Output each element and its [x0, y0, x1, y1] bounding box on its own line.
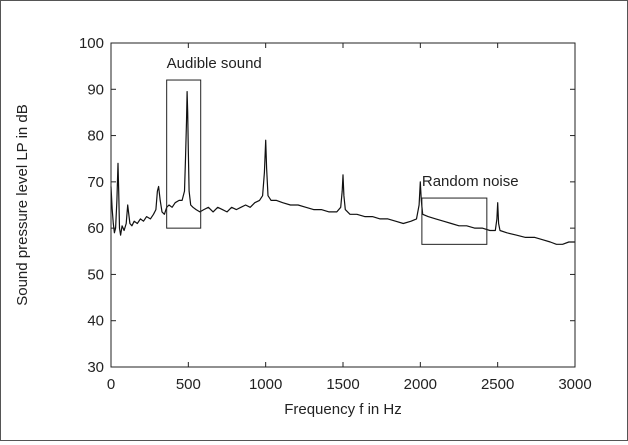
- y-tick-label: 40: [87, 313, 104, 330]
- x-tick-label: 500: [176, 376, 201, 393]
- y-tick-label: 50: [87, 266, 104, 283]
- x-tick-label: 3000: [558, 376, 591, 393]
- y-axis-label: Sound pressure level LP in dB: [14, 104, 31, 306]
- y-tick-label: 80: [87, 128, 104, 145]
- axes-box: [110, 42, 576, 368]
- x-tick-label: 1000: [249, 376, 282, 393]
- axis-ticks: 0 500 1000 1500 2000 2500 3000 30 40 50 60 70 80 90 10…: [79, 35, 592, 393]
- x-tick-label: 2500: [481, 376, 514, 393]
- plot-area: [110, 91, 575, 245]
- y-tick-label: 90: [87, 81, 104, 98]
- x-axis-label: Frequency f in Hz: [284, 401, 402, 418]
- annotation-box: [421, 197, 488, 245]
- x-tick-label: 1500: [326, 376, 359, 393]
- y-tick-label: 30: [87, 359, 104, 376]
- annotation-box: [166, 79, 202, 229]
- annotation-label: Random noise: [422, 173, 519, 190]
- annotation-label: Audible sound: [167, 55, 262, 72]
- x-tick-label: 0: [107, 376, 115, 393]
- annotations: Audible sound Random noise: [166, 55, 519, 245]
- y-tick-label: 100: [79, 35, 104, 52]
- y-tick-label: 70: [87, 174, 104, 191]
- y-tick-label: 60: [87, 220, 104, 237]
- x-tick-label: 2000: [404, 376, 437, 393]
- series-line: [110, 91, 575, 245]
